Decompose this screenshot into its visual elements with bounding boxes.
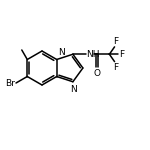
Text: N: N — [70, 85, 77, 94]
Text: N: N — [58, 48, 65, 57]
Text: Br: Br — [5, 78, 15, 87]
Text: F: F — [113, 63, 118, 72]
Text: F: F — [119, 50, 124, 59]
Text: NH: NH — [86, 50, 100, 59]
Text: F: F — [113, 37, 118, 46]
Text: O: O — [94, 69, 101, 78]
